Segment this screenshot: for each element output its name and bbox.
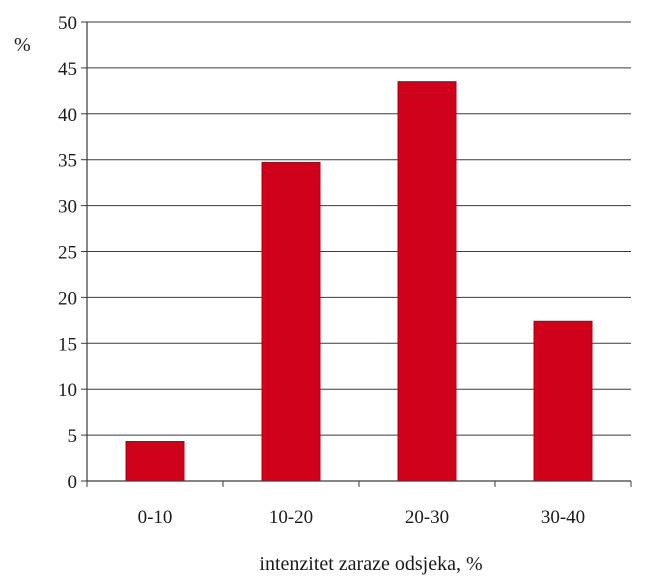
y-tick-label: 5 bbox=[68, 426, 78, 447]
bar-0-10 bbox=[125, 441, 185, 482]
bar-20-30 bbox=[397, 81, 457, 482]
x-axis-label: intenzitet zaraze odsjeka, % bbox=[259, 553, 482, 575]
y-tick-label: 15 bbox=[58, 334, 77, 355]
gridlines bbox=[87, 21, 631, 436]
x-tick-labels: 0-10 10-20 20-30 30-40 bbox=[138, 507, 586, 528]
x-tick-label: 0-10 bbox=[138, 507, 173, 528]
y-tick-labels: 0 5 10 15 20 25 30 35 40 45 50 bbox=[58, 13, 77, 493]
x-tick-label: 20-30 bbox=[405, 507, 449, 528]
y-tick-label: 20 bbox=[58, 288, 77, 309]
y-tick-label: 45 bbox=[58, 59, 77, 80]
x-tick-label: 10-20 bbox=[269, 507, 313, 528]
y-tick-label: 35 bbox=[58, 151, 77, 172]
bar-10-20 bbox=[261, 161, 321, 482]
x-tick-label: 30-40 bbox=[541, 507, 585, 528]
y-tick-label: 30 bbox=[58, 197, 77, 218]
bars bbox=[125, 81, 593, 482]
axes bbox=[81, 21, 632, 487]
bar-30-40 bbox=[533, 320, 593, 482]
y-tick-label: 10 bbox=[58, 380, 77, 401]
y-tick-label: 0 bbox=[68, 472, 78, 493]
y-tick-label: 40 bbox=[58, 105, 77, 126]
y-axis-label: % bbox=[14, 34, 31, 56]
y-tick-label: 25 bbox=[58, 243, 77, 264]
y-tick-label: 50 bbox=[58, 13, 77, 34]
